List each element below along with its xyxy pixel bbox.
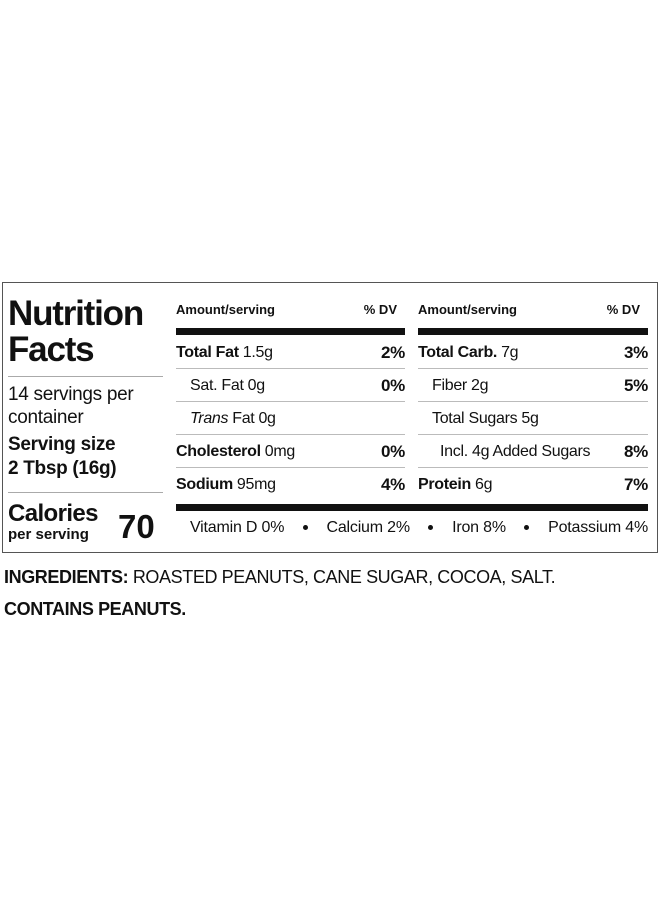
divider	[8, 376, 163, 377]
serving-size: 2 Tbsp (16g)	[8, 458, 117, 479]
header-dv: % DV	[606, 301, 640, 317]
vitamin: Vitamin D 0%	[190, 518, 285, 536]
divider-thick	[418, 328, 648, 335]
nutrient-dv: 0%	[381, 441, 405, 461]
nutrient-dv: 7%	[624, 475, 648, 494]
nutrient-amount: 0g	[247, 376, 266, 394]
nutrient-row: Incl. 4g Added Sugars 8%	[418, 436, 648, 468]
label-title: Nutrition	[8, 294, 144, 333]
serving-size-label: Serving size	[8, 434, 116, 455]
nutrient-dv: 8%	[624, 441, 648, 461]
calories-value: 70	[118, 508, 155, 545]
nutrient-row: Total Fat 1.5g 2%	[176, 337, 405, 369]
nutrient-name: Fat	[232, 409, 255, 427]
nutrient-row: Cholesterol 0mg 0%	[176, 436, 405, 468]
nutrient-amount: 5g	[521, 409, 539, 427]
header-amount: Amount/serving	[176, 301, 275, 317]
nutrient-name: Total Fat	[176, 343, 239, 361]
vitamin: Iron 8%	[452, 518, 506, 536]
nutrient-row: Total Carb. 7g 3%	[418, 337, 648, 369]
nutrient-name: Incl. 4g Added Sugars	[440, 442, 591, 460]
nutrient-row: Sat. Fat 0g 0%	[176, 370, 405, 402]
nutrient-dv: 5%	[624, 375, 648, 395]
vitamins: Vitamin D 0% Calcium 2% Iron 8% Potassium 4…	[190, 515, 648, 540]
vitamin: Potassium 4%	[548, 518, 648, 536]
servings: 14 servings per container	[8, 384, 134, 428]
nutrient-amount: 6g	[475, 476, 493, 493]
nutrient-row: Trans Fat 0g	[176, 403, 405, 435]
nutrient-name: Total Carb.	[418, 343, 498, 361]
ingredients: INGREDIENTS: ROASTED PEANUTS, CANE SUGAR…	[4, 565, 556, 589]
divider	[8, 492, 163, 493]
nutrient-row: Protein 6g 7%	[418, 469, 648, 501]
nutrient-amount: 2g	[470, 376, 489, 394]
nutrient-name: Protein	[418, 476, 472, 493]
nutrient-row: Total Sugars 5g	[418, 403, 648, 435]
nutrient-amount: 0g	[258, 409, 276, 427]
allergens: CONTAINS PEANUTS.	[4, 599, 186, 619]
ingredients-text: ROASTED PEANUTS, CANE SUGAR, COCOA, SALT…	[132, 567, 556, 587]
nutrient-dv: 2%	[381, 342, 405, 362]
nutrient-dv: 4%	[381, 475, 405, 494]
label-box	[2, 282, 658, 553]
nutrient-dv: 0%	[381, 375, 405, 395]
calories-sub: per serving	[8, 526, 89, 543]
nutrient-name: Sat. Fat	[190, 376, 244, 394]
divider-thick	[176, 504, 648, 511]
nutrient-amount: 7g	[501, 343, 519, 361]
nutrient-name: Total Sugars	[432, 409, 518, 427]
nutrient-row: Sodium 95mg 4%	[176, 469, 405, 501]
column-header: Amount/serving % DV	[176, 300, 405, 318]
ingredients-label: INGREDIENTS:	[4, 567, 129, 587]
nutrient-dv: 3%	[624, 342, 648, 362]
divider-thick	[176, 328, 405, 335]
column-header: Amount/serving % DV	[418, 300, 648, 318]
nutrient-row: Fiber 2g 5%	[418, 370, 648, 402]
nutrient-name: Fiber	[432, 376, 467, 394]
separator-dot	[524, 525, 530, 530]
nutrient-amount: 0mg	[264, 442, 296, 460]
nutrient-name-italic: Trans	[190, 409, 229, 427]
header-amount: Amount/serving	[418, 301, 517, 317]
label-title: Facts	[8, 330, 95, 369]
separator-dot	[302, 525, 308, 530]
separator-dot	[428, 525, 434, 530]
header-dv: % DV	[363, 301, 397, 317]
nutrient-name: Sodium	[176, 476, 233, 493]
calories-label: Calories	[8, 500, 99, 527]
vitamin: Calcium 2%	[326, 518, 410, 536]
nutrient-amount: 95mg	[236, 476, 276, 493]
nutrient-amount: 1.5g	[242, 343, 273, 361]
nutrient-name: Cholesterol	[176, 442, 261, 460]
